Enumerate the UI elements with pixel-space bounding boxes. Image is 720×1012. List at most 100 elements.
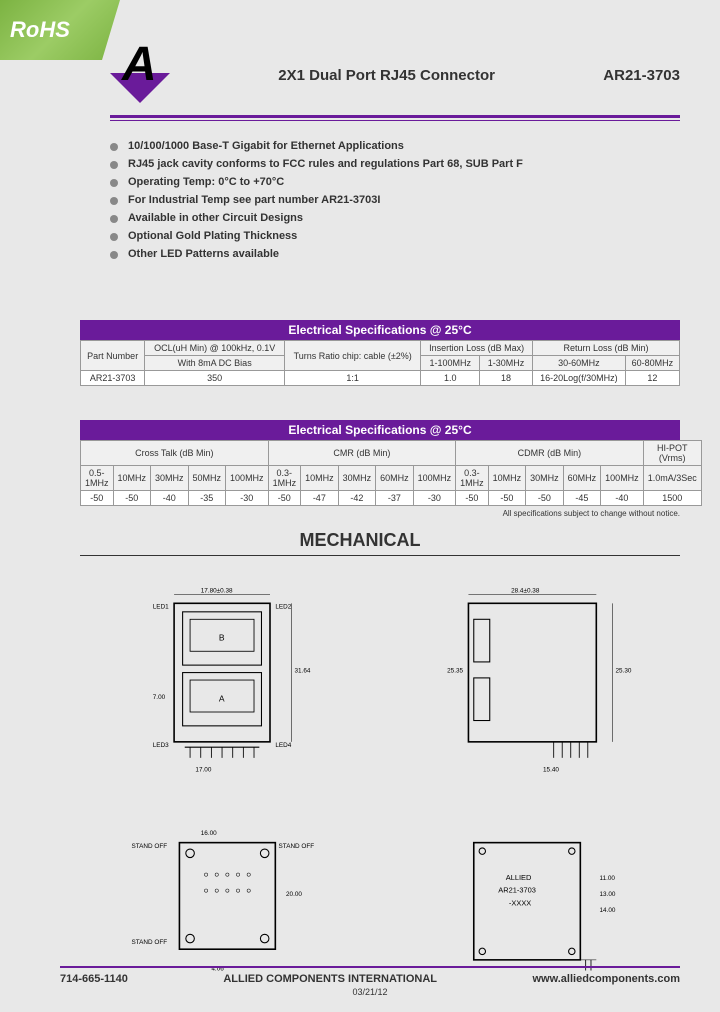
logo: A [110,45,170,105]
standoff-label: STAND OFF [132,843,168,850]
value-cell: -30 [226,491,269,506]
xxx-label: -XXXX [509,898,531,907]
value-cell: 1500 [643,491,701,506]
footer-phone: 714-665-1140 [60,973,128,985]
feature-item: RJ45 jack cavity conforms to FCC rules a… [110,158,680,170]
value-cell: -42 [338,491,376,506]
freq-header: 1.0mA/3Sec [643,466,701,491]
cell: 16-20Log(f/30MHz) [532,371,625,386]
dim: 25.35 [447,668,463,675]
cell: 18 [480,371,533,386]
top-view-svg: ALLIED AR21-3703 -XXXX 11.00 13.00 14.00 [407,816,658,987]
table-header: Electrical Specifications @ 25°C [80,420,680,440]
th-turns: Turns Ratio chip: cable (±2%) [285,341,421,371]
standoff-label: STAND OFF [279,843,315,850]
freq-header: 30MHz [526,466,564,491]
feature-item: Operating Temp: 0°C to +70°C [110,176,680,188]
dim: 14.00 [600,907,616,914]
feature-text: Other LED Patterns available [128,248,279,260]
drawing-side-view: 28.4±0.38 25.30 25.35 15.40 [385,565,680,791]
value-cell: -50 [488,491,526,506]
th-part: Part Number [81,341,145,371]
value-cell: -45 [563,491,601,506]
dim: 16.00 [201,830,217,837]
led4-label: LED4 [275,742,291,749]
th-cmr: CMR (dB Min) [268,441,456,466]
logo-letter: A [122,37,157,92]
feature-text: Optional Gold Plating Thickness [128,230,297,242]
feature-item: Other LED Patterns available [110,248,680,260]
footer-url: www.alliedcomponents.com [532,973,680,985]
cell: AR21-3703 [81,371,145,386]
bullet-icon [110,215,118,223]
th-ret1: 30-60MHz [532,356,625,371]
bottom-view-svg: STAND OFF STAND OFF STAND OFF 16.00 20.0… [102,816,353,987]
freq-header: 0.3-1MHz [456,466,489,491]
header-row: A 2X1 Dual Port RJ45 Connector AR21-3703 [110,45,680,105]
freq-header: 10MHz [488,466,526,491]
th-hipot: HI-POT (Vrms) [643,441,701,466]
port-a-label: A [219,693,225,703]
feature-text: Operating Temp: 0°C to +70°C [128,176,284,188]
freq-header: 100MHz [226,466,269,491]
spec-table-2: Electrical Specifications @ 25°C Cross T… [80,420,680,518]
side-view-svg: 28.4±0.38 25.30 25.35 15.40 [407,582,658,774]
freq-header: 10MHz [113,466,151,491]
footer: 714-665-1140 ALLIED COMPONENTS INTERNATI… [60,966,680,997]
dim: 28.4±0.38 [511,588,540,595]
spec-note: All specifications subject to change wit… [80,509,680,518]
footer-row: 714-665-1140 ALLIED COMPONENTS INTERNATI… [60,973,680,985]
th-return: Return Loss (dB Min) [532,341,679,356]
mechanical-header: MECHANICAL [0,530,720,551]
title-section: 2X1 Dual Port RJ45 Connector [170,67,603,84]
dim: 17.80±0.38 [201,588,233,595]
value-row: -50-50-40-35-30-50-47-42-37-30-50-50-50-… [81,491,702,506]
freq-header: 0.5-1MHz [81,466,114,491]
bullet-icon [110,143,118,151]
feature-item: For Industrial Temp see part number AR21… [110,194,680,206]
freq-header: 50MHz [188,466,226,491]
dim: 17.00 [196,767,212,774]
feature-text: 10/100/1000 Base-T Gigabit for Ethernet … [128,140,404,152]
dim: 7.00 [153,694,166,701]
value-cell: -35 [188,491,226,506]
table-header: Electrical Specifications @ 25°C [80,320,680,340]
feature-item: Available in other Circuit Designs [110,212,680,224]
freq-row: 0.5-1MHz10MHz30MHz50MHz100MHz0.3-1MHz10M… [81,466,702,491]
bullet-icon [110,179,118,187]
cell: 1.0 [421,371,480,386]
value-cell: -50 [526,491,564,506]
feature-text: For Industrial Temp see part number AR21… [128,194,380,206]
freq-header: 10MHz [301,466,339,491]
value-cell: -40 [151,491,189,506]
th-ins2: 1-30MHz [480,356,533,371]
th-cdmr: CDMR (dB Min) [456,441,644,466]
freq-header: 100MHz [413,466,456,491]
front-view-svg: B A LED1 LED2 LED3 LED4 17.80±0.38 31.64… [102,582,353,774]
header-divider [110,115,680,118]
feature-item: 10/100/1000 Base-T Gigabit for Ethernet … [110,140,680,152]
drawings-grid: B A LED1 LED2 LED3 LED4 17.80±0.38 31.64… [80,565,680,935]
cell: 1:1 [285,371,421,386]
bullet-icon [110,161,118,169]
rohs-badge: RoHS [0,0,120,60]
dim: 20.00 [286,891,302,898]
freq-header: 30MHz [151,466,189,491]
part-label: AR21-3703 [498,885,536,894]
feature-text: RJ45 jack cavity conforms to FCC rules a… [128,158,523,170]
th-ins1: 1-100MHz [421,356,480,371]
dim: 15.40 [543,767,559,774]
freq-header: 30MHz [338,466,376,491]
features-list: 10/100/1000 Base-T Gigabit for Ethernet … [110,140,680,266]
dim: 31.64 [295,668,311,675]
drawing-front-view: B A LED1 LED2 LED3 LED4 17.80±0.38 31.64… [80,565,375,791]
value-cell: -50 [113,491,151,506]
product-title: 2X1 Dual Port RJ45 Connector [278,67,495,84]
feature-item: Optional Gold Plating Thickness [110,230,680,242]
freq-header: 100MHz [601,466,644,491]
th-ocl-sub: With 8mA DC Bias [145,356,285,371]
led2-label: LED2 [275,604,291,611]
freq-header: 0.3-1MHz [268,466,301,491]
cell: 12 [625,371,679,386]
part-number: AR21-3703 [603,67,680,84]
